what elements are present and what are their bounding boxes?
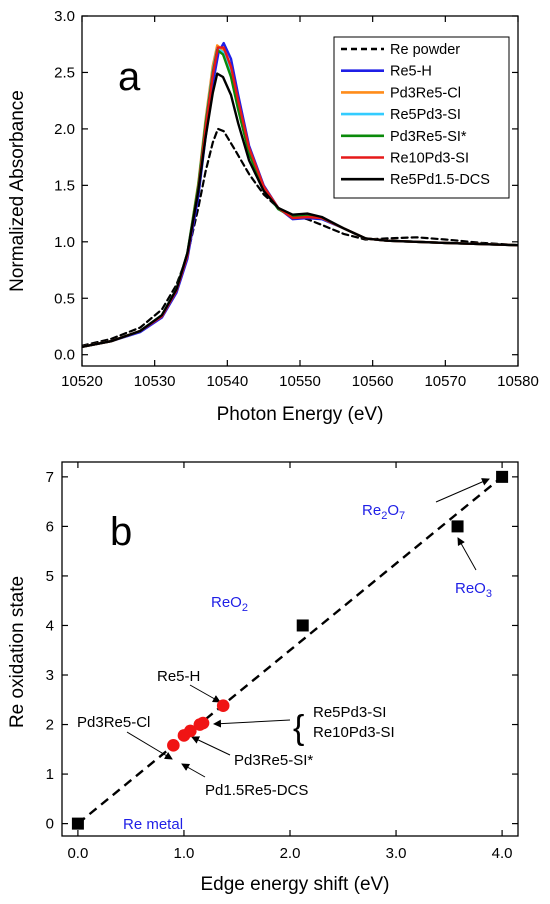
x-tick-label: 1.0 <box>174 845 195 862</box>
panel-a-series-lines <box>82 41 518 348</box>
ref-label-re2o7-text: Re <box>362 502 381 519</box>
legend-label-pd3re5-si: Pd3Re5-SI* <box>390 129 467 145</box>
legend-label-re10pd3-si: Re10Pd3-SI <box>390 151 469 167</box>
y-tick-label: 2.0 <box>54 121 75 138</box>
panel-b-x-ticks: 0.0 1.0 2.0 3.0 4.0 <box>67 462 513 862</box>
arrow-reo3 <box>457 537 477 571</box>
x-tick-label: 10540 <box>206 373 248 390</box>
panel-b: 0.0 1.0 2.0 3.0 4.0 0 1 2 3 4 5 6 7 b Edge energy s… <box>7 461 519 895</box>
x-tick-label: 3.0 <box>386 845 407 862</box>
panel-b-y-ticks: 0 1 2 3 4 5 6 7 <box>46 469 518 833</box>
y-tick-label: 2 <box>46 717 54 734</box>
legend-label-re5pd3-si: Re5Pd3-SI <box>390 107 461 123</box>
sample-point-pd1-5re5-dcs <box>167 739 180 752</box>
panel-b-label: b <box>110 510 132 554</box>
y-tick-label: 2.5 <box>54 64 75 81</box>
bracket-label-re5pd3-si: Re5Pd3-SI <box>313 704 386 721</box>
sample-label-re5-h: Re5-H <box>157 668 200 685</box>
ref-label-reo2: ReO2 <box>211 594 248 614</box>
x-tick-label: 0.0 <box>67 845 88 862</box>
arrow-re2o7 <box>435 478 490 503</box>
x-tick-label: 10570 <box>424 373 466 390</box>
legend-label-re-powder: Re powder <box>390 42 460 58</box>
ref-label-re2o7-sub: 2 <box>381 510 387 522</box>
arrow-pd3re5-cl <box>126 731 173 760</box>
y-tick-label: 3 <box>46 667 54 684</box>
series-line-re-powder <box>82 127 518 347</box>
sample-point-pd3re5-si <box>184 724 197 738</box>
panel-b-fit-line <box>77 475 503 825</box>
ref-label-reo2-text: ReO <box>211 594 242 611</box>
y-tick-label: 6 <box>46 518 54 535</box>
ref-label-reo2-sub: 2 <box>242 602 248 614</box>
panel-a-x-axis-label: Photon Energy (eV) <box>217 404 384 425</box>
panel-a: 10520 10530 10540 10550 10560 10570 10580 0.00… <box>7 8 539 425</box>
ref-label-re-metal: Re metal <box>123 816 183 833</box>
arrow-pd1-5re5-dcs <box>181 763 206 778</box>
panel-b-annotation-arrows <box>126 478 490 778</box>
x-tick-label: 2.0 <box>280 845 301 862</box>
panel-a-x-ticks: 10520 10530 10540 10550 10560 10570 10580 <box>61 16 539 390</box>
arrow-pd3re5-si-star <box>191 736 231 756</box>
sample-label-pd3re5-cl: Pd3Re5-Cl <box>77 714 150 731</box>
panel-a-label: a <box>118 55 141 99</box>
x-tick-label: 10580 <box>497 373 539 390</box>
sample-point-re10pd3-si <box>196 716 210 730</box>
ref-label-reo3-text: ReO <box>455 580 486 597</box>
ref-label-re2o7: Re2O7 <box>362 502 405 522</box>
y-tick-label: 0.5 <box>54 290 75 307</box>
bracket-symbol: { <box>293 709 304 747</box>
y-tick-label: 1.5 <box>54 177 75 194</box>
sample-label-pd1-5re5-dcs: Pd1.5Re5-DCS <box>205 782 308 799</box>
y-tick-label: 7 <box>46 469 54 486</box>
arrow-bracket-samples <box>213 719 291 728</box>
y-tick-label: 5 <box>46 568 54 585</box>
sample-point-re5-h <box>216 699 230 713</box>
y-tick-label: 1 <box>46 766 54 783</box>
x-tick-label: 10530 <box>134 373 176 390</box>
panel-a-y-axis-label: Normalized Absorbance <box>7 90 28 292</box>
ref-label-reo3: ReO3 <box>455 580 492 600</box>
y-tick-label: 4 <box>46 617 54 634</box>
reference-point-reo3 <box>451 520 464 533</box>
panel-b-sample-points <box>167 699 230 752</box>
fit-line <box>77 475 503 825</box>
x-tick-label: 10520 <box>61 373 103 390</box>
series-line-re5pd1-5-dcs <box>82 72 518 348</box>
y-tick-label: 3.0 <box>54 8 75 25</box>
reference-point-re-metal <box>71 817 84 830</box>
reference-point-re2o7 <box>496 470 509 483</box>
legend-label-re5pd1-5-dcs: Re5Pd1.5-DCS <box>390 172 490 188</box>
y-tick-label: 0.0 <box>54 347 75 364</box>
ref-label-re2o7-sub2: 7 <box>399 510 405 522</box>
panel-b-reference-points <box>71 470 509 830</box>
x-tick-label: 10560 <box>352 373 394 390</box>
x-tick-label: 10550 <box>279 373 321 390</box>
legend-label-pd3re5-cl: Pd3Re5-Cl <box>390 85 461 101</box>
legend-label-re5-h: Re5-H <box>390 64 432 80</box>
arrow-re5-h <box>189 684 221 703</box>
reference-point-reo2 <box>296 619 309 632</box>
ref-label-reo3-sub: 3 <box>486 588 492 600</box>
panel-b-y-axis-label: Re oxidation state <box>7 576 28 728</box>
panel-a-legend: Re powder Re5-H Pd3Re5-Cl Re5Pd3-SI Pd3Re5-S… <box>333 36 510 199</box>
sample-label-pd3re5-si-star: Pd3Re5-SI* <box>234 752 313 769</box>
panel-b-x-axis-label: Edge energy shift (eV) <box>200 874 389 895</box>
y-tick-label: 0 <box>46 816 54 833</box>
legend-box <box>333 36 510 199</box>
x-tick-label: 4.0 <box>492 845 513 862</box>
panel-a-y-ticks: 0.0 0.5 1.0 1.5 2.0 2.5 3.0 <box>54 8 518 364</box>
ref-label-re2o7-text2: O <box>387 502 399 519</box>
bracket-label-re10pd3-si: Re10Pd3-SI <box>313 724 395 741</box>
y-tick-label: 1.0 <box>54 234 75 251</box>
